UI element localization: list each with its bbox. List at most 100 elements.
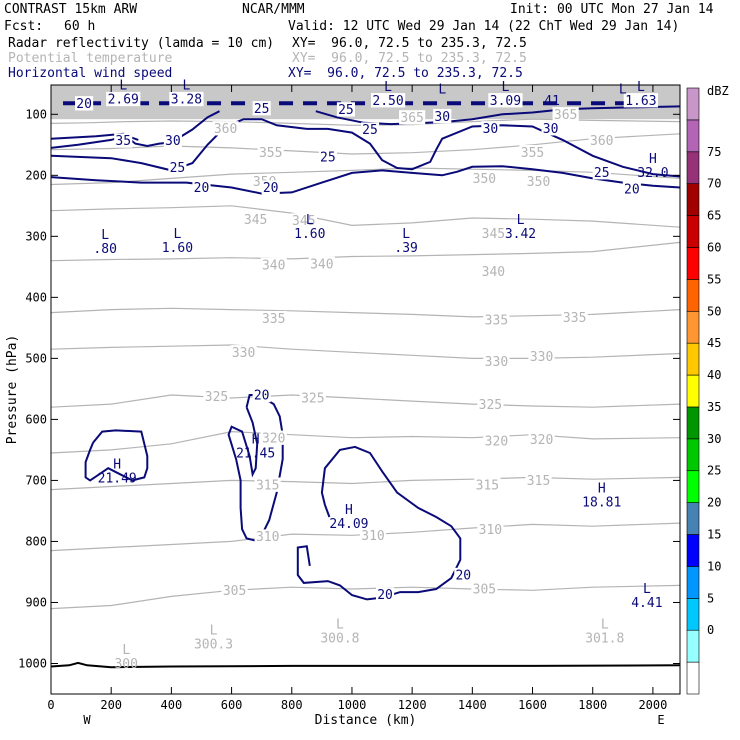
wind-extremum-value-bg bbox=[169, 91, 204, 107]
wind-extremum-value: 1.60 bbox=[294, 227, 325, 242]
wind-contour-20-5 bbox=[84, 429, 149, 482]
theta-label-bg bbox=[471, 581, 498, 597]
wind-extremum-type: L bbox=[183, 79, 191, 94]
theta-extremum-type: L bbox=[336, 618, 344, 633]
wind-label: 20 bbox=[254, 389, 270, 404]
theta-label: 345 bbox=[292, 214, 315, 229]
y-tick-label: 100 bbox=[25, 107, 47, 121]
y-tick-label: 600 bbox=[25, 412, 47, 426]
theta-label-bg bbox=[254, 529, 281, 544]
colorbar-swatch bbox=[686, 438, 700, 472]
theta-label-bg bbox=[359, 528, 387, 543]
wind-extremum-value: 3.09 bbox=[490, 94, 521, 109]
theta-contour-325 bbox=[50, 394, 681, 408]
colorbar-swatch bbox=[686, 247, 700, 280]
theta-label: 360 bbox=[214, 122, 237, 137]
colorbar-swatch bbox=[686, 470, 700, 503]
theta-label: 330 bbox=[232, 346, 255, 361]
wind-extremum-value: 24.09 bbox=[329, 517, 368, 532]
theta-label-bg bbox=[483, 354, 510, 369]
theta-label: 355 bbox=[259, 146, 282, 161]
theta-label: 335 bbox=[262, 312, 285, 327]
theta-label: 325 bbox=[301, 392, 324, 407]
theta-extremum-value: 301.8 bbox=[585, 632, 624, 647]
theta-label: 340 bbox=[310, 257, 333, 272]
field-xy-reflectivity: XY= 96.0, 72.5 to 235.3, 72.5 bbox=[292, 36, 527, 51]
wind-extremum-value: 2.69 bbox=[108, 93, 139, 108]
theta-contour-305 bbox=[50, 584, 681, 610]
theta-contour-330 bbox=[50, 344, 681, 359]
wind-extremum-value-bg bbox=[488, 93, 523, 108]
theta-label-bg bbox=[528, 432, 555, 447]
wind-label-bg bbox=[360, 122, 380, 137]
theta-extremum-type: L bbox=[122, 643, 130, 658]
partial-label: L bbox=[438, 82, 446, 97]
theta-label-bg bbox=[260, 257, 287, 273]
y-tick-label: 400 bbox=[25, 290, 47, 304]
wind-extremum-value: .39 bbox=[394, 241, 417, 256]
theta-contour-355 bbox=[50, 133, 681, 155]
theta-label: 335 bbox=[563, 311, 586, 326]
colorbar-swatch bbox=[686, 87, 700, 121]
wind-extremum-type: L bbox=[637, 80, 645, 95]
field-xy-theta: XY= 96.0, 72.5 to 235.3, 72.5 bbox=[292, 51, 527, 66]
wind-extremum-type: L bbox=[643, 582, 651, 597]
wind-label: 20 bbox=[194, 181, 210, 196]
theta-label-bg bbox=[483, 433, 510, 448]
wind-extremum-value-bg bbox=[370, 93, 406, 108]
wind-extremum-type: L bbox=[384, 80, 392, 95]
wind-extremum-value-bg bbox=[106, 91, 141, 107]
theta-label: 340 bbox=[482, 265, 505, 280]
theta-label-bg bbox=[474, 477, 501, 492]
theta-label: 350 bbox=[473, 172, 496, 187]
y-tick-label: 500 bbox=[25, 351, 47, 365]
west-label: W bbox=[83, 713, 91, 727]
colorbar-tick-label: 40 bbox=[707, 368, 721, 382]
terrain-line bbox=[50, 661, 681, 669]
wind-extremum-type: L bbox=[502, 80, 510, 95]
wind-extremum-type: L bbox=[119, 79, 127, 94]
theta-label: 360 bbox=[590, 134, 613, 149]
theta-label: 330 bbox=[485, 355, 508, 370]
wind-extremum-value: 21.49 bbox=[98, 472, 137, 487]
colorbar-swatch bbox=[686, 119, 700, 153]
colorbar-tick-label: 25 bbox=[707, 464, 721, 478]
x-tick-label: 1400 bbox=[458, 698, 487, 712]
theta-label-bg bbox=[552, 107, 579, 122]
wind-extremum-type: L bbox=[306, 213, 314, 228]
wind-label: 20 bbox=[377, 588, 393, 603]
wind-contour-30-2 bbox=[50, 110, 220, 148]
theta-label: 325 bbox=[479, 398, 502, 413]
field-name-wind: Horizontal wind speed bbox=[8, 66, 173, 81]
wind-extremum-value: 2.50 bbox=[372, 94, 403, 109]
theta-label-bg bbox=[242, 212, 269, 227]
theta-extremum-value: 300 bbox=[114, 657, 137, 672]
x-tick-label: 800 bbox=[281, 698, 303, 712]
wind-label-bg bbox=[622, 181, 641, 196]
fcst-label: Fcst: bbox=[4, 19, 44, 34]
theta-label-bg bbox=[260, 430, 287, 445]
colorbar-tick-label: 45 bbox=[707, 336, 721, 350]
theta-label: 305 bbox=[473, 583, 496, 598]
theta-label-bg bbox=[480, 263, 507, 279]
theta-contour-345 bbox=[50, 205, 681, 228]
theta-label: 315 bbox=[527, 474, 550, 489]
y-tick-label: 300 bbox=[25, 229, 47, 243]
wind-label-bg bbox=[252, 387, 271, 403]
wind-label: 20 bbox=[455, 569, 471, 584]
colorbar-tick-label: 30 bbox=[707, 432, 721, 446]
wind-label: 25 bbox=[254, 102, 270, 117]
theta-label-bg bbox=[528, 349, 555, 364]
plot-frame bbox=[50, 84, 681, 695]
theta-label: 320 bbox=[262, 431, 285, 446]
wind-label-bg bbox=[192, 180, 211, 195]
wind-extremum-type: H bbox=[649, 152, 657, 167]
wind-extremum-value: .80 bbox=[93, 242, 116, 257]
wind-label-bg bbox=[252, 101, 271, 116]
theta-label: 355 bbox=[521, 146, 544, 161]
colorbar-unit: dBZ bbox=[707, 84, 729, 98]
field-xy-wind: XY= 96.0, 72.5 to 235.3, 72.5 bbox=[288, 66, 523, 81]
wind-extremum-value: 32.0 bbox=[637, 166, 668, 181]
